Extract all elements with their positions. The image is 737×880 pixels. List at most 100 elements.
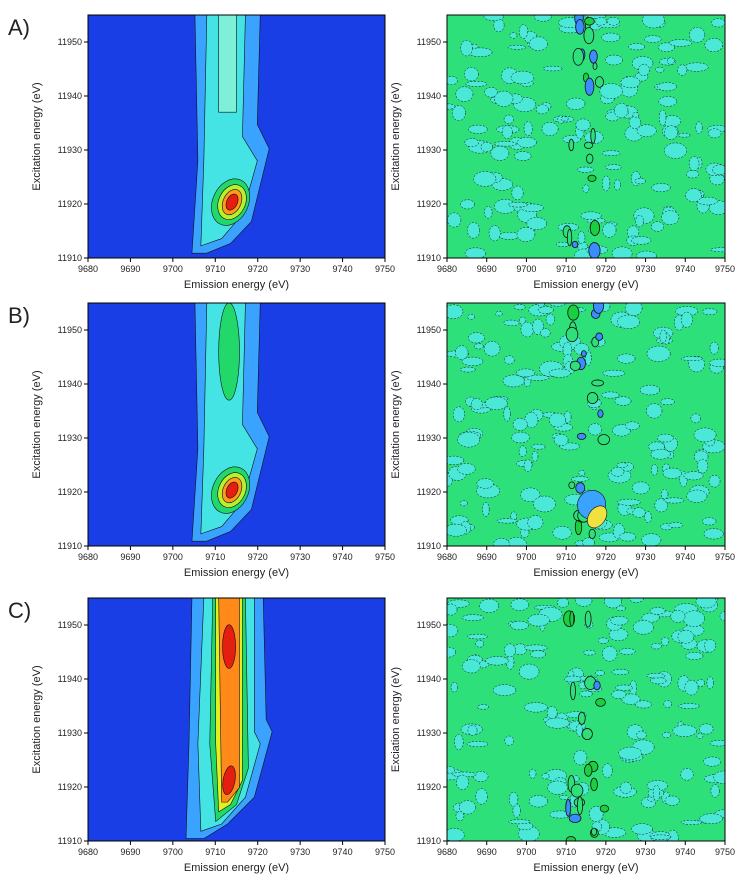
contour-patch bbox=[651, 463, 658, 476]
contour-patch bbox=[464, 138, 479, 147]
contour-patch bbox=[674, 306, 699, 316]
contour-patch bbox=[592, 62, 598, 70]
y-tick-label: 11940 bbox=[58, 674, 82, 684]
contour-patch bbox=[578, 469, 586, 477]
contour-patch bbox=[619, 532, 637, 542]
contour-patch bbox=[483, 15, 504, 21]
plot-frame bbox=[446, 14, 726, 259]
contour-patch bbox=[460, 199, 475, 210]
y-tick-label: 11920 bbox=[417, 782, 441, 792]
contour-patch bbox=[468, 47, 493, 57]
contour-patch bbox=[621, 693, 641, 705]
contour-patch bbox=[470, 398, 483, 411]
contour-patch bbox=[529, 768, 537, 779]
contour-patch bbox=[516, 227, 536, 242]
contour-patch bbox=[480, 141, 493, 153]
x-tick-label: 9680 bbox=[78, 552, 98, 562]
contour-patch bbox=[713, 770, 725, 784]
contour-patch bbox=[531, 450, 539, 462]
y-axis-title: Excitation energy (eV) bbox=[31, 370, 43, 478]
contour-patch bbox=[501, 125, 513, 139]
plot-frame bbox=[446, 597, 726, 842]
contour-patch bbox=[447, 623, 459, 638]
contour-patch bbox=[616, 462, 628, 469]
x-axis-title: Emission energy (eV) bbox=[184, 279, 289, 291]
contour-map bbox=[88, 303, 385, 546]
contour-patch bbox=[703, 528, 724, 540]
contour-patch bbox=[601, 32, 621, 43]
contour-patch bbox=[545, 717, 570, 729]
x-tick-label: 9720 bbox=[248, 552, 268, 562]
contour-patch bbox=[568, 138, 575, 152]
x-tick-label: 9730 bbox=[636, 552, 656, 562]
contour-patch bbox=[498, 231, 520, 240]
contour-level bbox=[222, 624, 236, 669]
y-tick-label: 11910 bbox=[417, 541, 441, 551]
contour-patch bbox=[575, 19, 585, 35]
y-tick-label: 11930 bbox=[58, 145, 82, 155]
contour-patch bbox=[664, 795, 680, 806]
contour-patch bbox=[614, 396, 632, 406]
contour-patch bbox=[507, 45, 527, 50]
contour-patch bbox=[485, 396, 508, 410]
contour-patch bbox=[576, 432, 587, 440]
x-tick-label: 9740 bbox=[675, 847, 695, 857]
contour-patch bbox=[510, 620, 529, 631]
x-tick-label: 9690 bbox=[477, 552, 497, 562]
contour-patch bbox=[663, 497, 685, 504]
contour-patch bbox=[646, 345, 671, 362]
contour-patch bbox=[531, 443, 546, 450]
x-tick-label: 9690 bbox=[120, 552, 140, 562]
contour-patch bbox=[619, 648, 636, 655]
contour-patch bbox=[460, 40, 473, 57]
x-tick-label: 9740 bbox=[675, 264, 695, 274]
y-tick-label: 11940 bbox=[417, 674, 441, 684]
contour-patch bbox=[568, 481, 576, 489]
contour-map bbox=[447, 15, 725, 258]
x-tick-label: 9740 bbox=[333, 264, 353, 274]
contour-level bbox=[218, 303, 240, 401]
contour-patch bbox=[601, 150, 621, 156]
y-tick-label: 11930 bbox=[58, 433, 82, 443]
contour-patch bbox=[656, 433, 674, 443]
contour-patch bbox=[658, 109, 667, 127]
contour-patch bbox=[589, 220, 601, 236]
y-tick-label: 11920 bbox=[58, 199, 82, 209]
contour-patch bbox=[560, 116, 569, 122]
contour-patch bbox=[655, 67, 665, 73]
contour-patch bbox=[447, 523, 467, 537]
contour-patch bbox=[532, 318, 544, 335]
contour-patch bbox=[460, 366, 476, 373]
x-tick-label: 9710 bbox=[556, 264, 576, 274]
contour-patch bbox=[507, 202, 528, 208]
plot-frame bbox=[446, 302, 726, 547]
contour-patch bbox=[566, 228, 573, 247]
contour-patch bbox=[575, 482, 586, 494]
x-tick-label: 9750 bbox=[715, 552, 735, 562]
contour-patch bbox=[588, 423, 602, 436]
contour-patch bbox=[702, 308, 718, 316]
contour-patch bbox=[648, 441, 665, 452]
contour-patch bbox=[650, 643, 662, 650]
x-tick-label: 9740 bbox=[333, 552, 353, 562]
contour-patch bbox=[540, 328, 551, 338]
contour-patch bbox=[452, 105, 466, 121]
contour-patch bbox=[641, 533, 662, 546]
contour-patch bbox=[590, 777, 598, 792]
contour-patch bbox=[477, 704, 489, 710]
contour-patch bbox=[689, 26, 706, 43]
contour-patch bbox=[680, 820, 702, 825]
contour-patch bbox=[584, 17, 595, 26]
contour-patch bbox=[651, 183, 671, 193]
x-tick-label: 9700 bbox=[163, 264, 183, 274]
contour-patch bbox=[697, 458, 709, 474]
contour-patch bbox=[684, 679, 699, 696]
contour-patch bbox=[567, 304, 580, 321]
contour-patch bbox=[661, 636, 670, 646]
contour-patch bbox=[568, 813, 582, 823]
contour-patch bbox=[593, 303, 604, 314]
contour-level bbox=[225, 193, 239, 211]
contour-patch bbox=[558, 795, 569, 800]
contour-patch bbox=[619, 781, 632, 794]
contour-patch bbox=[569, 610, 575, 627]
